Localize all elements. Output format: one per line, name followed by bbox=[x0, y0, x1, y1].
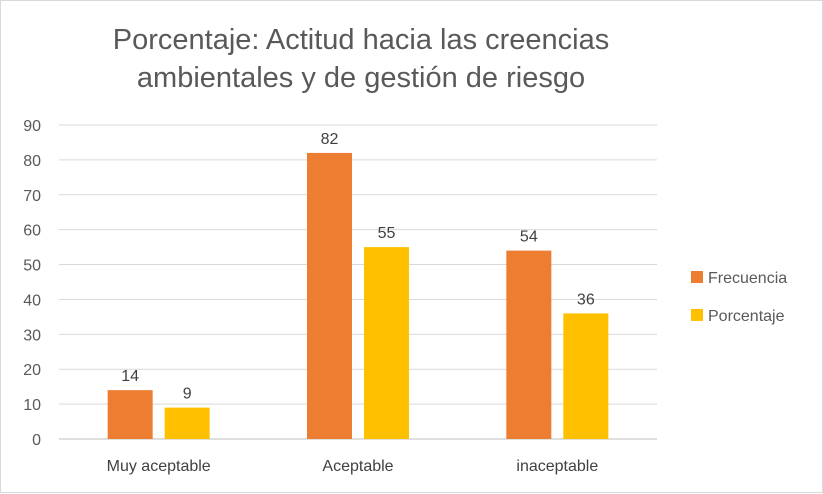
data-label: 55 bbox=[378, 225, 396, 242]
y-tick-label: 10 bbox=[23, 397, 41, 414]
legend-swatch-frecuencia bbox=[691, 271, 703, 283]
data-label: 36 bbox=[577, 291, 595, 308]
category-label: Aceptable bbox=[322, 458, 393, 475]
bar-porcentaje-0 bbox=[164, 407, 210, 439]
category-label: Muy aceptable bbox=[107, 458, 211, 475]
y-tick-label: 60 bbox=[23, 223, 41, 240]
data-label: 9 bbox=[183, 386, 192, 403]
bar-porcentaje-1 bbox=[364, 247, 409, 439]
y-tick-label: 20 bbox=[23, 362, 41, 379]
y-tick-label: 30 bbox=[23, 327, 41, 344]
category-label: inaceptable bbox=[516, 458, 598, 475]
bar-frecuencia-1 bbox=[307, 152, 352, 439]
y-tick-label: 40 bbox=[23, 292, 41, 309]
data-label: 54 bbox=[520, 229, 538, 246]
y-tick-label: 50 bbox=[23, 258, 41, 275]
y-tick-label: 0 bbox=[32, 432, 41, 449]
legend-label: Porcentaje bbox=[708, 308, 785, 325]
y-tick-label: 90 bbox=[23, 118, 41, 135]
data-label: 82 bbox=[321, 131, 339, 148]
y-tick-label: 80 bbox=[23, 153, 41, 170]
data-label: 14 bbox=[121, 368, 139, 385]
chart-title-line-2: ambientales y de gestión de riesgo bbox=[136, 62, 586, 94]
chart-title: Porcentaje: Actitud hacia las creencias … bbox=[61, 21, 661, 97]
legend-swatch-porcentaje bbox=[691, 309, 703, 321]
bar-frecuencia-2 bbox=[506, 250, 552, 439]
chart-title-line-1: Porcentaje: Actitud hacia las creencias bbox=[112, 24, 610, 56]
legend-label: Frecuencia bbox=[708, 270, 787, 287]
bar-porcentaje-2 bbox=[563, 313, 609, 439]
bar-frecuencia-0 bbox=[107, 390, 153, 439]
y-tick-label: 70 bbox=[23, 188, 41, 205]
